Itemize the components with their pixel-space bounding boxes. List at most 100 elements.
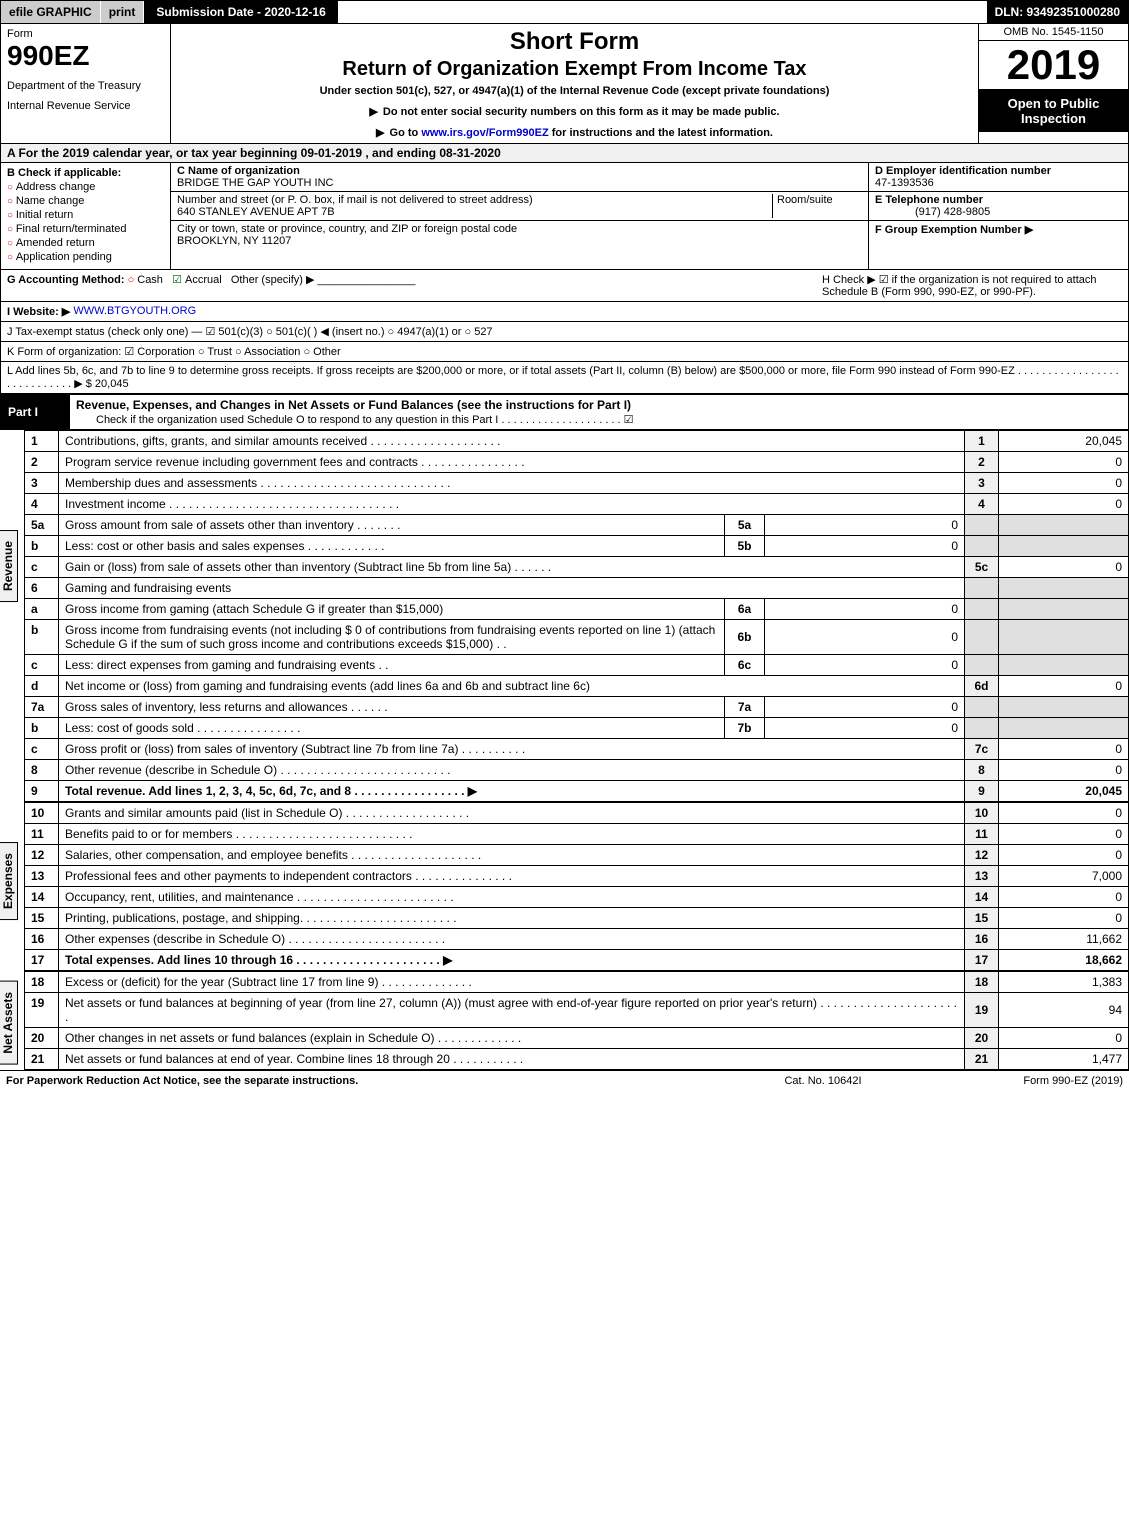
revenue-side-label: Revenue (0, 530, 18, 602)
box-b-title: B Check if applicable: (7, 167, 164, 179)
line-10: 10Grants and similar amounts paid (list … (25, 803, 1129, 824)
ein-value: 47-1393536 (875, 177, 934, 189)
row-g-h: G Accounting Method: Cash Accrual Other … (0, 270, 1129, 302)
tax-exempt-status: J Tax-exempt status (check only one) — ☑… (7, 325, 493, 338)
org-info-grid: B Check if applicable: Address change Na… (0, 163, 1129, 270)
accrual-label: Accrual (185, 274, 222, 286)
phone-label: E Telephone number (875, 194, 983, 206)
notice-ssn: Do not enter social security numbers on … (383, 106, 780, 118)
line-8: 8Other revenue (describe in Schedule O) … (25, 760, 1129, 781)
line-6d: dNet income or (loss) from gaming and fu… (25, 676, 1129, 697)
cat-no: Cat. No. 10642I (723, 1075, 923, 1087)
under-section: Under section 501(c), 527, or 4947(a)(1)… (177, 85, 972, 97)
row-j: J Tax-exempt status (check only one) — ☑… (0, 322, 1129, 342)
line-15: 15Printing, publications, postage, and s… (25, 908, 1129, 929)
line-21: 21Net assets or fund balances at end of … (25, 1049, 1129, 1070)
row-k: K Form of organization: ☑ Corporation ○ … (0, 342, 1129, 362)
revenue-section: Revenue 1Contributions, gifts, grants, a… (0, 430, 1129, 802)
line-11: 11Benefits paid to or for members . . . … (25, 824, 1129, 845)
org-name-label: C Name of organization (177, 165, 300, 177)
line-5a: 5aGross amount from sale of assets other… (25, 515, 1129, 536)
line-6c: cLess: direct expenses from gaming and f… (25, 655, 1129, 676)
org-address: 640 STANLEY AVENUE APT 7B (177, 206, 335, 218)
revenue-table: 1Contributions, gifts, grants, and simil… (24, 430, 1129, 802)
page-footer: For Paperwork Reduction Act Notice, see … (0, 1070, 1129, 1091)
row-l: L Add lines 5b, 6c, and 7b to line 9 to … (0, 362, 1129, 394)
form-ref: Form 990-EZ (2019) (923, 1075, 1123, 1087)
box-c: C Name of organization BRIDGE THE GAP YO… (171, 163, 868, 269)
header-right: OMB No. 1545-1150 2019 Open to Public In… (978, 24, 1128, 143)
line-7b: bLess: cost of goods sold . . . . . . . … (25, 718, 1129, 739)
check-accrual[interactable] (172, 274, 185, 286)
submission-date: Submission Date - 2020-12-16 (144, 1, 337, 23)
expenses-side-label: Expenses (0, 842, 18, 920)
ein-label: D Employer identification number (875, 165, 1051, 177)
check-address-change[interactable]: Address change (7, 181, 164, 193)
check-initial-return[interactable]: Initial return (7, 209, 164, 221)
website-label: I Website: ▶ (7, 305, 70, 318)
addr-label: Number and street (or P. O. box, if mail… (177, 194, 533, 206)
notice-goto-pre: Go to (390, 127, 422, 139)
part1-title: Revenue, Expenses, and Changes in Net As… (76, 398, 631, 412)
line-6b: bGross income from fundraising events (n… (25, 620, 1129, 655)
room-suite-label: Room/suite (772, 194, 862, 218)
line-3: 3Membership dues and assessments . . . .… (25, 473, 1129, 494)
return-title: Return of Organization Exempt From Incom… (177, 58, 972, 81)
part1-badge: Part I (0, 394, 70, 430)
header-left: Form 990EZ Department of the Treasury In… (1, 24, 171, 143)
check-amended-return[interactable]: Amended return (7, 237, 164, 249)
line-1: 1Contributions, gifts, grants, and simil… (25, 431, 1129, 452)
expenses-table: 10Grants and similar amounts paid (list … (24, 802, 1129, 971)
line-13: 13Professional fees and other payments t… (25, 866, 1129, 887)
notice-goto-post: for instructions and the latest informat… (549, 127, 773, 139)
line-16: 16Other expenses (describe in Schedule O… (25, 929, 1129, 950)
line-6: 6Gaming and fundraising events (25, 578, 1129, 599)
check-application-pending[interactable]: Application pending (7, 251, 164, 263)
phone-value: (917) 428-9805 (875, 206, 990, 218)
form-of-organization: K Form of organization: ☑ Corporation ○ … (7, 345, 341, 358)
check-final-return[interactable]: Final return/terminated (7, 223, 164, 235)
gross-receipts-text: L Add lines 5b, 6c, and 7b to line 9 to … (7, 365, 1122, 390)
inspection-badge: Open to Public Inspection (979, 90, 1128, 132)
toolbar-spacer (338, 1, 987, 23)
check-name-change[interactable]: Name change (7, 195, 164, 207)
line-14: 14Occupancy, rent, utilities, and mainte… (25, 887, 1129, 908)
dln-label: DLN: 93492351000280 (987, 1, 1128, 23)
line-5c: cGain or (loss) from sale of assets othe… (25, 557, 1129, 578)
netassets-table: 18Excess or (deficit) for the year (Subt… (24, 971, 1129, 1070)
netassets-side-label: Net Assets (0, 981, 18, 1065)
org-name: BRIDGE THE GAP YOUTH INC (177, 177, 333, 189)
line-19: 19Net assets or fund balances at beginni… (25, 993, 1129, 1028)
website-link[interactable]: WWW.BTGYOUTH.ORG (73, 305, 196, 318)
arrow-icon (369, 106, 383, 118)
line-5b: bLess: cost or other basis and sales exp… (25, 536, 1129, 557)
top-toolbar: efile GRAPHIC print Submission Date - 20… (0, 0, 1129, 24)
short-form-title: Short Form (177, 28, 972, 56)
city-label: City or town, state or province, country… (177, 223, 517, 235)
line-17: 17Total expenses. Add lines 10 through 1… (25, 950, 1129, 971)
arrow-icon (376, 127, 390, 139)
efile-label: efile GRAPHIC (1, 1, 101, 23)
line-7c: cGross profit or (loss) from sales of in… (25, 739, 1129, 760)
accounting-method-label: G Accounting Method: (7, 274, 125, 286)
form-header: Form 990EZ Department of the Treasury In… (0, 24, 1129, 144)
box-b: B Check if applicable: Address change Na… (1, 163, 171, 269)
line-18: 18Excess or (deficit) for the year (Subt… (25, 972, 1129, 993)
box-d-e-f: D Employer identification number 47-1393… (868, 163, 1128, 269)
part1-sub: Check if the organization used Schedule … (76, 414, 634, 426)
line-6a: aGross income from gaming (attach Schedu… (25, 599, 1129, 620)
org-city: BROOKLYN, NY 11207 (177, 235, 291, 247)
schedule-b-check: H Check ▶ ☑ if the organization is not r… (822, 273, 1122, 298)
row-i: I Website: ▶ WWW.BTGYOUTH.ORG (0, 302, 1129, 322)
dept-irs: Internal Revenue Service (7, 100, 164, 112)
other-label: Other (specify) ▶ (231, 274, 315, 286)
line-12: 12Salaries, other compensation, and empl… (25, 845, 1129, 866)
print-button[interactable]: print (101, 1, 145, 23)
omb-number: OMB No. 1545-1150 (979, 24, 1128, 41)
expenses-section: Expenses 10Grants and similar amounts pa… (0, 802, 1129, 971)
check-cash[interactable] (128, 274, 138, 286)
irs-link[interactable]: www.irs.gov/Form990EZ (421, 127, 548, 139)
dept-treasury: Department of the Treasury (7, 80, 164, 92)
line-2: 2Program service revenue including gover… (25, 452, 1129, 473)
line-7a: 7aGross sales of inventory, less returns… (25, 697, 1129, 718)
